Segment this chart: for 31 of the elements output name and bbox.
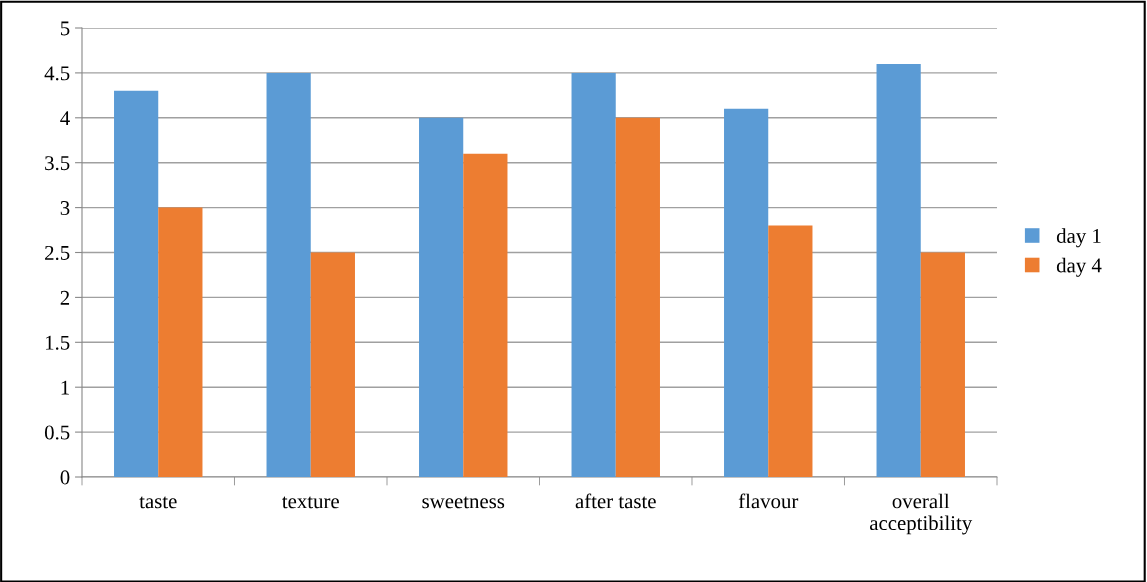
x-tick-label: texture [282,496,339,509]
y-tick-label: 2.5 [45,245,70,261]
y-tick-label: 0 [60,470,70,485]
legend-label: day 4 [1056,257,1102,277]
x-tick-label: taste [139,496,177,509]
y-tick-label: 0.5 [44,425,70,440]
bar [158,207,203,477]
bar [724,108,769,477]
bar [615,117,660,477]
bar [266,72,311,477]
bar [419,117,464,477]
y-tick-label: 2 [60,290,70,305]
x-tick-label: overall acceptibility [870,493,973,535]
x-tick-label: flavour [738,493,799,509]
y-tick-label: 5 [60,21,70,36]
bar [768,225,813,477]
x-tick-label: sweetness [422,496,505,509]
bar [114,90,159,477]
y-tick-label: 3 [60,201,70,216]
y-tick-label: 1 [61,380,69,395]
y-tick-label: 4.5 [44,66,70,81]
legend-label: day 1 [1056,228,1101,248]
y-tick-label: 3.5 [45,156,70,171]
bar [920,252,965,477]
y-tick-label: 4 [60,111,70,126]
bar [876,63,921,477]
bar [463,153,508,477]
y-tick-label: 1.5 [45,335,70,350]
bar [310,252,355,477]
bar [571,72,616,477]
x-tick-label: after taste [575,493,656,509]
